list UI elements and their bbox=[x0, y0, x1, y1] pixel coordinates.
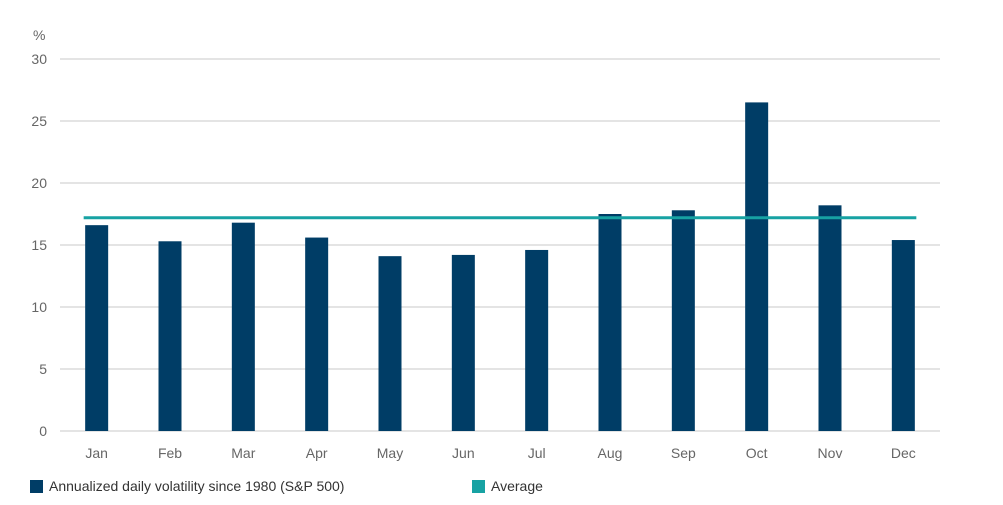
legend-swatch-average bbox=[472, 479, 485, 493]
bar-mar bbox=[231, 222, 255, 431]
y-tick-label: 0 bbox=[39, 423, 47, 439]
x-tick-label: Jan bbox=[85, 445, 108, 461]
y-tick-label: 15 bbox=[31, 237, 47, 253]
bar-sep bbox=[671, 210, 695, 431]
bar-oct bbox=[745, 102, 769, 432]
y-axis-ticks: 0 5 10 15 20 25 30 bbox=[31, 51, 47, 439]
bar-series bbox=[85, 102, 915, 432]
y-tick-label: 25 bbox=[31, 113, 47, 129]
legend: Annualized daily volatility since 1980 (… bbox=[30, 478, 970, 500]
y-tick-label: 20 bbox=[31, 175, 47, 191]
x-tick-label: Aug bbox=[598, 445, 623, 461]
gridlines bbox=[60, 58, 940, 432]
legend-label-volatility: Annualized daily volatility since 1980 (… bbox=[49, 478, 345, 494]
legend-swatch-volatility bbox=[30, 479, 43, 493]
x-tick-label: Feb bbox=[158, 445, 182, 461]
x-tick-label: Jun bbox=[452, 445, 475, 461]
x-tick-label: Sep bbox=[671, 445, 696, 461]
x-tick-label: May bbox=[377, 445, 403, 461]
x-tick-label: Oct bbox=[746, 445, 768, 461]
y-tick-label: 30 bbox=[31, 51, 47, 67]
x-tick-label: Apr bbox=[306, 445, 328, 461]
x-axis-ticks: Jan Feb Mar Apr May Jun Jul Aug Sep Oct Nov Dec bbox=[85, 445, 915, 461]
x-tick-label: Mar bbox=[231, 445, 255, 461]
bar-feb bbox=[158, 241, 182, 431]
bar-jan bbox=[85, 225, 109, 431]
bar-may bbox=[378, 256, 402, 431]
y-tick-label: 10 bbox=[31, 299, 47, 315]
bar-jul bbox=[525, 249, 549, 431]
y-axis-unit: % bbox=[33, 27, 45, 43]
x-tick-label: Jul bbox=[528, 445, 546, 461]
x-tick-label: Nov bbox=[818, 445, 843, 461]
bar-aug bbox=[598, 214, 622, 431]
x-tick-label: Dec bbox=[891, 445, 916, 461]
bar-nov bbox=[818, 205, 842, 431]
bar-dec bbox=[891, 240, 915, 431]
legend-item-average: Average bbox=[472, 478, 543, 494]
bar-jun bbox=[451, 254, 475, 431]
legend-item-volatility: Annualized daily volatility since 1980 (… bbox=[30, 478, 344, 494]
legend-label-average: Average bbox=[491, 478, 543, 494]
bar-apr bbox=[305, 237, 329, 431]
y-tick-label: 5 bbox=[39, 361, 47, 377]
